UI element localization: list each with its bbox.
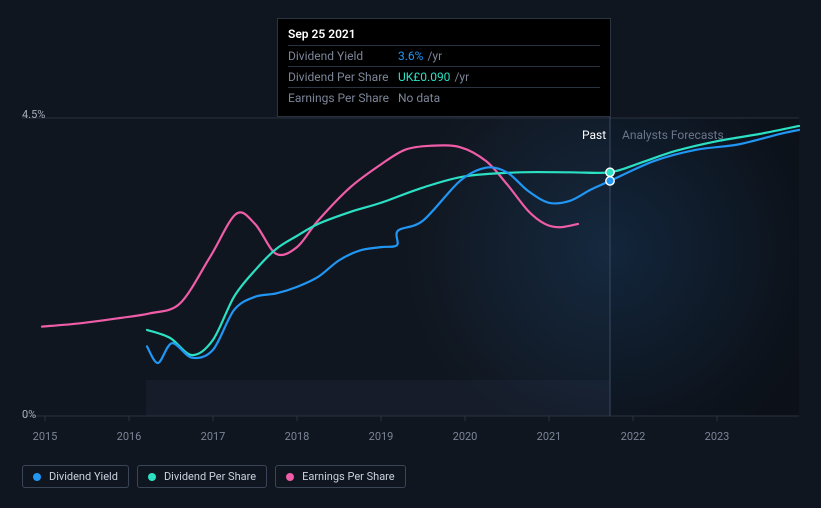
tooltip-row: Earnings Per ShareNo data [288, 87, 600, 108]
x-tick-label: 2020 [453, 430, 478, 443]
legend-label: Dividend Per Share [164, 470, 256, 483]
tooltip-row: Dividend Yield3.6%/yr [288, 45, 600, 66]
x-tick-label: 2022 [621, 430, 646, 443]
legend-dot-icon [33, 473, 41, 481]
legend: Dividend Yield Dividend Per Share Earnings… [22, 465, 406, 488]
x-tick-label: 2016 [117, 430, 142, 443]
marker-dividend_yield [606, 177, 614, 185]
spotlight [22, 118, 799, 416]
hover-tooltip: Sep 25 2021 Dividend Yield3.6%/yrDividen… [277, 18, 611, 117]
legend-item[interactable]: Earnings Per Share [275, 465, 406, 488]
past-label: Past [582, 128, 606, 142]
x-tick-label: 2018 [285, 430, 310, 443]
marker-dividend_per_share [606, 168, 614, 176]
legend-item[interactable]: Dividend Per Share [137, 465, 267, 488]
y-axis-min: 0% [22, 408, 36, 421]
legend-item[interactable]: Dividend Yield [22, 465, 129, 488]
tooltip-title: Sep 25 2021 [288, 27, 600, 45]
legend-dot-icon [148, 473, 156, 481]
tooltip-key: Dividend Per Share [288, 70, 398, 84]
tooltip-value: UK£0.090/yr [398, 70, 600, 84]
legend-label: Earnings Per Share [302, 470, 395, 483]
tooltip-key: Dividend Yield [288, 49, 398, 63]
tooltip-key: Earnings Per Share [288, 91, 398, 105]
x-tick-label: 2019 [369, 430, 394, 443]
x-tick-label: 2021 [537, 430, 562, 443]
x-tick-label: 2015 [33, 430, 58, 443]
tooltip-value: 3.6%/yr [398, 49, 600, 63]
tooltip-row: Dividend Per ShareUK£0.090/yr [288, 66, 600, 87]
forecast-label: Analysts Forecasts [622, 128, 724, 142]
x-axis-labels: 2015 2016 2017 2018 2019 2020 2021 2022 2023 [22, 430, 801, 446]
x-tick-label: 2023 [705, 430, 730, 443]
tooltip-value: No data [398, 91, 600, 105]
legend-dot-icon [286, 473, 294, 481]
y-axis-max: 4.5% [22, 108, 45, 121]
legend-label: Dividend Yield [49, 470, 118, 483]
x-tick-label: 2017 [201, 430, 226, 443]
